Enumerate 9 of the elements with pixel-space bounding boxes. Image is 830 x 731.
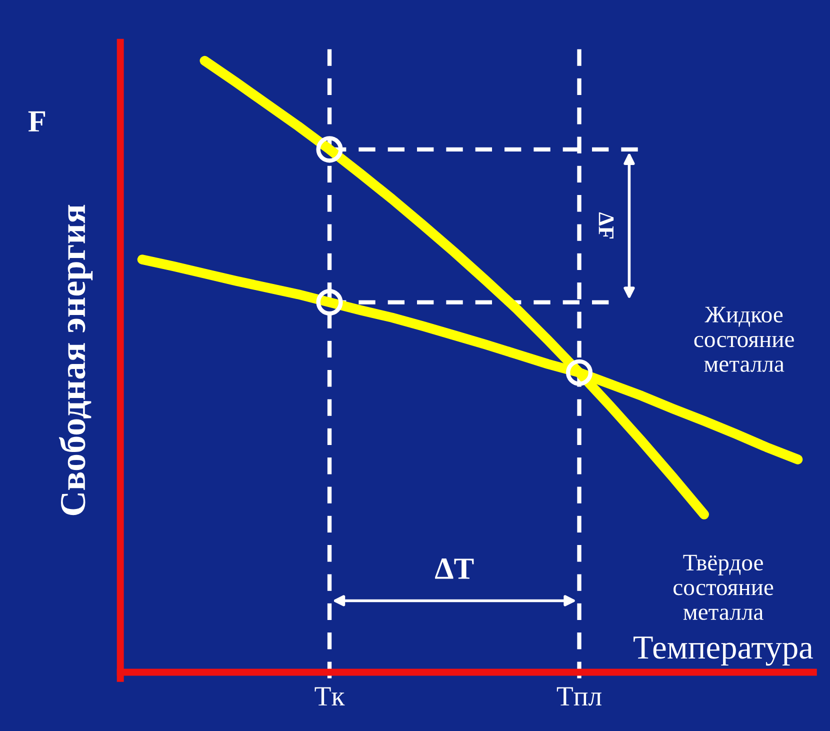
x-axis-title: Температура [634,636,813,666]
y-axis-title: Свободная энергия [59,204,93,516]
annotation: ΔF [598,212,614,239]
annotation: Твёрдое состояние металла [674,554,774,620]
x-tick-label: Tк [314,687,345,706]
text: F [28,111,46,132]
annotation: Жидкое состояние металла [694,306,794,372]
x-tick-label: Tпл [556,687,602,706]
annotation: ΔT [435,558,474,579]
